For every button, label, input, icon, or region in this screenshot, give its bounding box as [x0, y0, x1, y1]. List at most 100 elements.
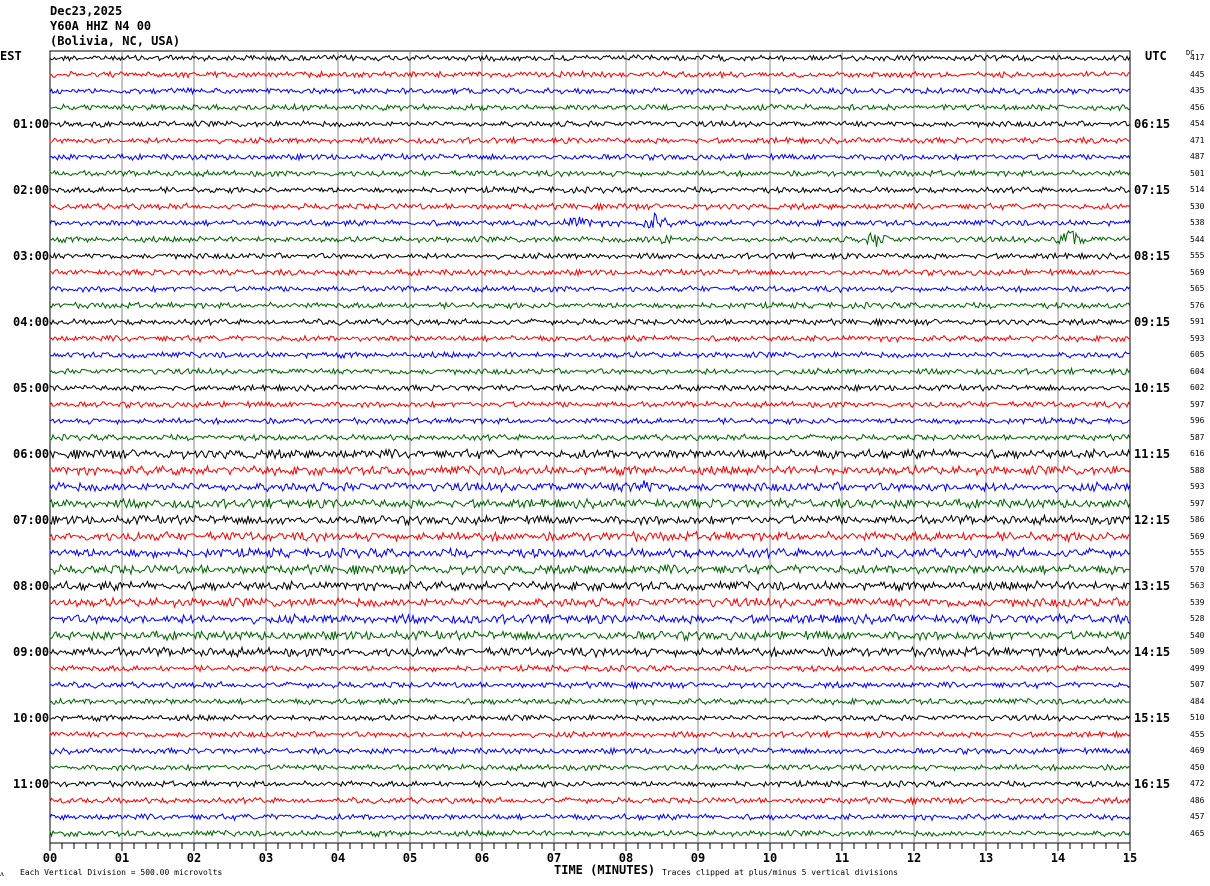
seismic-trace [49, 663, 1131, 673]
seismic-trace [49, 829, 1131, 838]
seismic-trace [49, 267, 1131, 278]
dc-offset-value: 570 [1190, 564, 1205, 574]
logo-mark: ᴧ [0, 869, 4, 878]
clip-note: Traces clipped at plus/minus 5 vertical … [662, 868, 899, 877]
station-code: Y60A HHZ N4 00 [50, 19, 152, 33]
x-tick-label: 07 [546, 851, 562, 865]
utc-hour-label: 06:15 [1134, 117, 1171, 131]
dc-offset-value: 487 [1190, 152, 1205, 161]
dc-offset-value: 597 [1190, 498, 1205, 508]
est-hour-label: 06:00 [13, 447, 50, 461]
seismic-trace [49, 697, 1131, 707]
dc-offset-value: 544 [1190, 234, 1205, 244]
seismic-trace [49, 399, 1131, 409]
station-location: (Bolivia, NC, USA) [50, 34, 181, 48]
seismic-trace [49, 629, 1131, 643]
seismic-trace [49, 812, 1131, 822]
utc-hour-label: 14:15 [1134, 645, 1171, 659]
x-tick-label: 06 [474, 851, 490, 865]
seismic-trace [49, 433, 1131, 442]
x-tick-label: 05 [402, 851, 418, 865]
est-hour-label: 09:00 [13, 645, 50, 659]
seismic-trace [49, 763, 1131, 773]
dc-offset-value: 555 [1190, 548, 1205, 557]
right-timezone: UTC [1145, 49, 1167, 63]
dc-offset-value: 596 [1190, 416, 1205, 425]
dc-offset-value: 457 [1190, 812, 1205, 821]
utc-hour-label: 07:15 [1134, 183, 1171, 197]
dc-offset-value: 507 [1190, 680, 1205, 689]
seismic-trace [49, 300, 1131, 310]
seismic-trace [49, 546, 1131, 560]
dc-offset-value: 514 [1190, 185, 1205, 194]
seismic-trace [49, 779, 1131, 789]
x-tick-label: 14 [1050, 851, 1066, 865]
x-tick-label: 02 [186, 851, 202, 865]
seismic-trace [49, 497, 1131, 510]
est-hour-label: 10:00 [13, 711, 50, 725]
seismic-trace [49, 729, 1131, 740]
dc-offset-value: 465 [1190, 828, 1205, 838]
seismic-trace [49, 334, 1131, 344]
dc-offset-value: 605 [1190, 350, 1205, 359]
seismic-trace [49, 416, 1131, 426]
utc-hour-label: 08:15 [1134, 249, 1171, 263]
x-tick-label: 01 [114, 851, 130, 865]
seismic-trace [49, 69, 1131, 80]
x-tick-label: 13 [978, 851, 994, 865]
seismic-trace [49, 713, 1131, 723]
x-tick-label: 10 [762, 851, 778, 865]
seismic-trace [49, 135, 1131, 146]
dc-offset-value: 569 [1190, 531, 1205, 541]
x-tick-label: 11 [834, 851, 850, 865]
dc-offset-value: 417 [1190, 53, 1205, 62]
seismic-trace [49, 185, 1131, 195]
x-axis-label: TIME (MINUTES) [554, 863, 656, 877]
est-hour-label: 07:00 [13, 513, 50, 527]
seismic-trace [49, 447, 1131, 461]
dc-offset-value: 563 [1190, 581, 1205, 590]
dc-offset-value: 569 [1190, 267, 1205, 277]
dc-offset-value: 509 [1190, 647, 1205, 656]
left-timezone: EST [0, 49, 22, 63]
plot-frame [49, 50, 1131, 844]
utc-hour-label: 10:15 [1134, 381, 1171, 395]
dc-offset-value: 597 [1190, 399, 1205, 409]
dc-offset-value: 540 [1190, 630, 1205, 640]
dc-offset-value: 586 [1190, 515, 1205, 524]
dc-offset-value: 588 [1190, 465, 1205, 475]
seismic-trace [49, 119, 1131, 129]
dc-offset-value: 604 [1190, 366, 1205, 376]
dc-offset-value: 510 [1190, 713, 1205, 722]
seismic-trace [49, 230, 1131, 247]
seismic-trace [49, 612, 1131, 626]
dc-offset-value: 602 [1190, 383, 1205, 392]
dc-offset-value: 469 [1190, 746, 1205, 755]
seismic-trace [49, 202, 1131, 212]
seismic-trace [49, 796, 1131, 806]
est-hour-label: 08:00 [13, 579, 50, 593]
dc-offset-value: 591 [1190, 317, 1205, 326]
utc-hour-label: 09:15 [1134, 315, 1171, 329]
x-tick-label: 08 [618, 851, 634, 865]
seismic-trace [49, 680, 1131, 691]
dc-offset-value: 501 [1190, 168, 1205, 178]
est-hour-label: 11:00 [13, 777, 50, 791]
seismic-trace [49, 212, 1131, 229]
seismic-trace [49, 563, 1131, 576]
seismic-trace [49, 152, 1131, 162]
seismic-trace [49, 350, 1131, 360]
seismic-trace [49, 464, 1131, 478]
x-tick-label: 04 [330, 851, 346, 865]
dc-offset-value: 454 [1190, 119, 1205, 128]
dc-offset-value: 484 [1190, 696, 1205, 706]
est-hour-label: 02:00 [13, 183, 50, 197]
seismic-trace [49, 366, 1131, 377]
dc-offset-value: 456 [1190, 102, 1205, 112]
seismic-trace [49, 579, 1131, 593]
utc-hour-label: 12:15 [1134, 513, 1171, 527]
seismic-trace [49, 250, 1131, 261]
x-tick-label: 12 [906, 851, 922, 865]
scale-note: Each Vertical Division = 500.00 microvol… [20, 868, 223, 877]
